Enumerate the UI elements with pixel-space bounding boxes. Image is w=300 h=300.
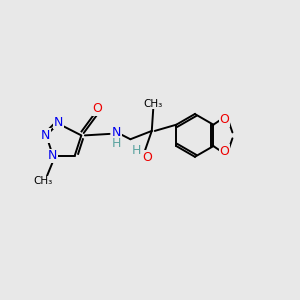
Text: N: N	[53, 116, 63, 129]
Text: H: H	[111, 137, 121, 150]
Text: O: O	[220, 113, 229, 126]
Text: CH₃: CH₃	[34, 176, 53, 186]
Text: O: O	[142, 151, 152, 164]
Text: O: O	[93, 102, 103, 116]
Text: CH₃: CH₃	[144, 99, 163, 109]
Text: O: O	[220, 145, 229, 158]
Text: H: H	[131, 144, 141, 157]
Text: N: N	[48, 149, 57, 163]
Text: N: N	[111, 126, 121, 139]
Text: N: N	[41, 129, 50, 142]
